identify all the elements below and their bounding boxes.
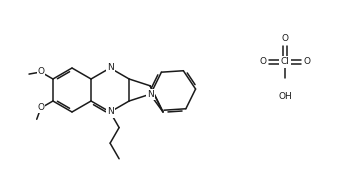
Text: N: N <box>107 64 114 73</box>
Text: O: O <box>37 104 44 112</box>
Text: O: O <box>304 58 311 67</box>
Text: N: N <box>107 108 114 117</box>
Text: N: N <box>147 90 153 99</box>
Text: OH: OH <box>278 92 292 101</box>
Text: O: O <box>37 67 44 77</box>
Text: Cl: Cl <box>281 58 290 67</box>
Text: O: O <box>282 34 288 43</box>
Text: O: O <box>259 58 266 67</box>
